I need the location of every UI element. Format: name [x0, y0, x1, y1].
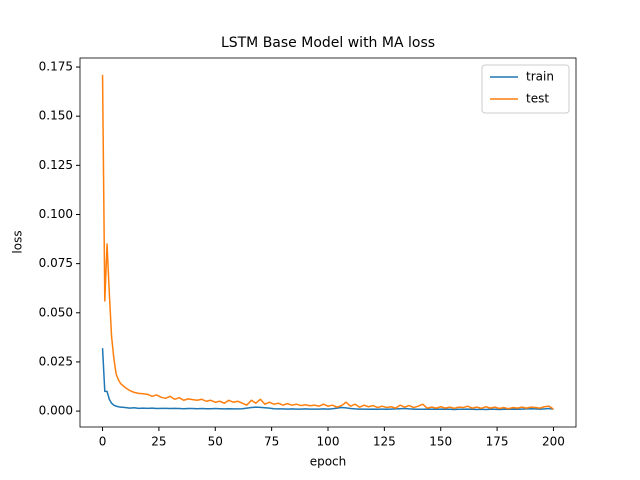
plot-frame: [79, 57, 577, 428]
y-tick-label: 0.000: [39, 404, 73, 418]
line-series: [101, 348, 554, 411]
y-tick-label: 0.025: [39, 354, 73, 368]
y-tick-label: 0.175: [39, 60, 73, 74]
x-tick-label: 150: [429, 435, 452, 449]
x-tick-label: 50: [208, 435, 223, 449]
x-tick-label: 200: [542, 435, 565, 449]
y-tick-label: 0.100: [39, 207, 73, 221]
x-tick-label: 125: [373, 435, 396, 449]
legend-label: test: [526, 92, 549, 106]
x-tick-label: 0: [99, 435, 107, 449]
x-tick-label: 25: [151, 435, 166, 449]
x-tick-label: 75: [264, 435, 279, 449]
y-tick-label: 0.150: [39, 109, 73, 123]
line-series: [101, 74, 554, 410]
y-tick-label: 0.050: [39, 305, 73, 319]
chart-title: LSTM Base Model with MA loss: [221, 35, 435, 51]
x-axis-label: epoch: [310, 455, 347, 469]
x-tick-label: 100: [317, 435, 340, 449]
x-tick-label: 175: [486, 435, 509, 449]
legend-label: train: [526, 70, 554, 84]
y-tick-label: 0.125: [39, 158, 73, 172]
y-tick-label: 0.075: [39, 256, 73, 270]
y-axis-label: loss: [11, 230, 25, 253]
